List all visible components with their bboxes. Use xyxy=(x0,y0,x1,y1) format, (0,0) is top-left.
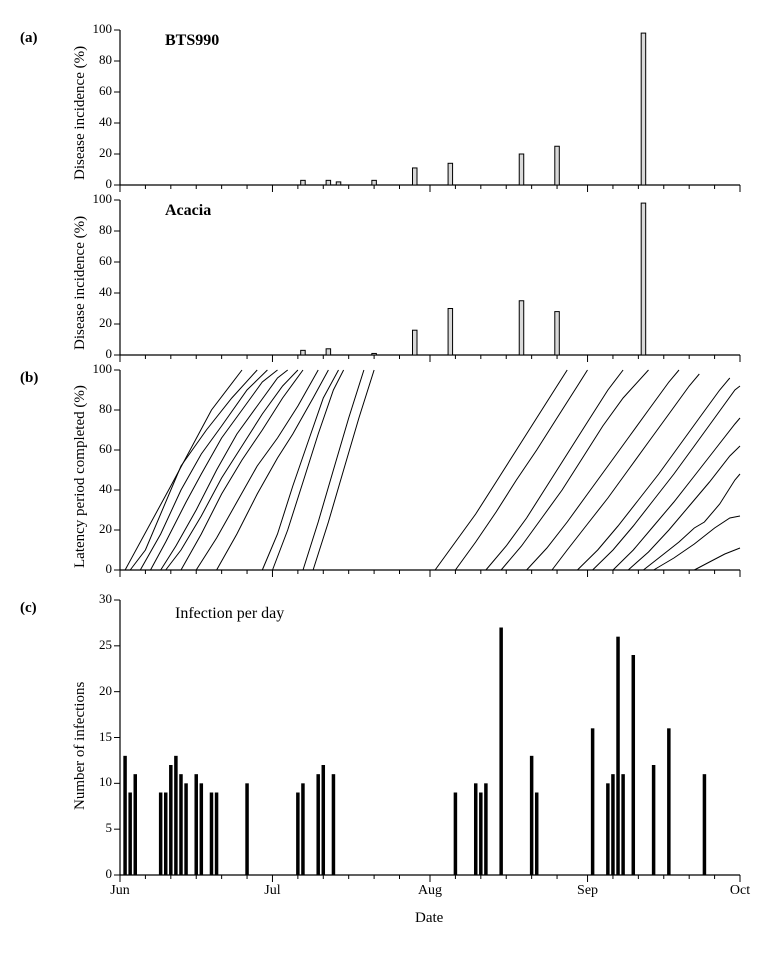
y-tick-label: 40 xyxy=(72,481,112,497)
y-tick-label: 5 xyxy=(72,820,112,836)
y-tick-label: 100 xyxy=(72,191,112,207)
y-tick-label: 80 xyxy=(72,222,112,238)
y-tick-label: 20 xyxy=(72,521,112,537)
y-tick-label: 100 xyxy=(72,21,112,37)
month-label: Jul xyxy=(254,883,290,899)
y-tick-label: 60 xyxy=(72,83,112,99)
y-tick-label: 60 xyxy=(72,441,112,457)
month-label: Jun xyxy=(102,883,138,899)
month-label: Oct xyxy=(722,883,758,899)
y-tick-label: 0 xyxy=(72,346,112,362)
y-tick-label: 10 xyxy=(72,774,112,790)
y-tick-label: 40 xyxy=(72,114,112,130)
y-tick-label: 20 xyxy=(72,145,112,161)
y-tick-label: 25 xyxy=(72,637,112,653)
y-tick-label: 20 xyxy=(72,315,112,331)
figure-root: (a) (b) (c) BTS990 Acacia Infection per … xyxy=(0,0,780,963)
y-tick-label: 0 xyxy=(72,866,112,882)
y-tick-label: 0 xyxy=(72,176,112,192)
y-tick-label: 40 xyxy=(72,284,112,300)
y-tick-label: 80 xyxy=(72,401,112,417)
y-tick-label: 15 xyxy=(72,729,112,745)
month-label: Aug xyxy=(412,883,448,899)
y-tick-label: 30 xyxy=(72,591,112,607)
y-tick-label: 80 xyxy=(72,52,112,68)
y-tick-label: 0 xyxy=(72,561,112,577)
chart-svg xyxy=(0,0,780,963)
y-tick-label: 60 xyxy=(72,253,112,269)
y-tick-label: 100 xyxy=(72,361,112,377)
month-label: Sep xyxy=(570,883,606,899)
y-tick-label: 20 xyxy=(72,683,112,699)
